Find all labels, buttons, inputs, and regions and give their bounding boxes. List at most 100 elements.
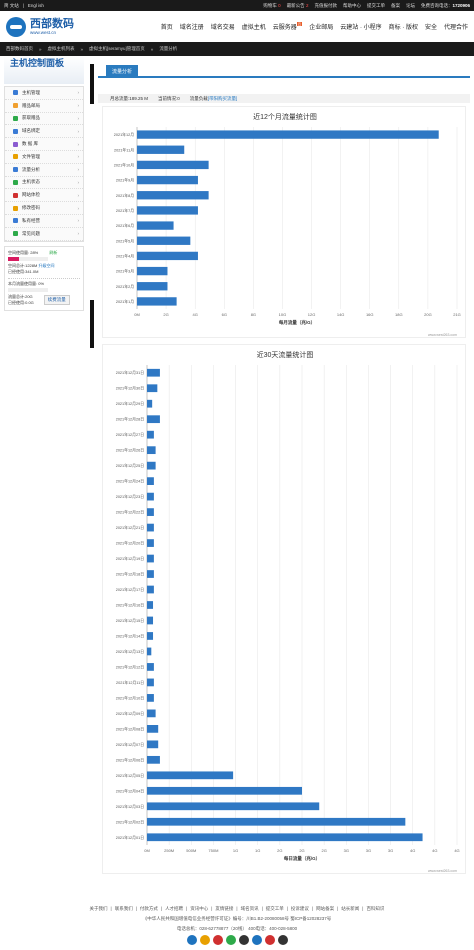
sidebar-item[interactable]: 常见问题 › (5, 228, 83, 241)
y-tick-label: 2021年10月 (114, 162, 134, 167)
x-tick-label: 18G (395, 312, 403, 317)
bar (137, 236, 191, 245)
menu-icon (13, 115, 18, 121)
nav-security[interactable]: 安全 (424, 25, 437, 31)
footer-link[interactable]: 域名资讯 (240, 906, 259, 911)
sidebar-item[interactable]: 主机管理 › (5, 87, 83, 100)
x-tick-label: 6G (222, 312, 227, 317)
refresh-link[interactable]: 刷新 (49, 249, 58, 255)
top-link-ticket[interactable]: 提交工单 (366, 2, 385, 8)
chevron-right-icon: › (77, 231, 80, 237)
tab-header: 流量分析 (98, 60, 470, 78)
sidebar-item[interactable]: 主机状态 › (5, 177, 83, 190)
crumb-current: 流量分析 (159, 46, 178, 51)
sidebar-item[interactable]: 文件管理 › (5, 151, 83, 164)
footer-license: 《中华人民共和国增值电信业务经营许可证》编号：川B1.B2-20080058号 … (142, 916, 332, 921)
nav-home[interactable]: 首页 (160, 25, 173, 31)
service-icon[interactable] (251, 935, 262, 945)
tab-traffic-analysis[interactable]: 流量分析 (106, 65, 139, 77)
y-tick-label: 2021年12月17日 (116, 587, 144, 592)
menu-icon (13, 192, 18, 198)
lang-cn-link[interactable]: 简 文站 (4, 2, 19, 8)
bar (147, 554, 154, 563)
bar (137, 297, 177, 306)
sidebar-item[interactable]: 私有经营 › (5, 215, 83, 228)
y-tick-label: 2021年12月23日 (116, 494, 144, 499)
service-icon[interactable] (277, 935, 288, 945)
bar (137, 206, 198, 215)
bar (137, 191, 209, 200)
service-icon[interactable] (238, 935, 249, 945)
bar (147, 539, 154, 547)
footer-link[interactable]: 联系我们 (114, 906, 133, 911)
chart-title: 近12个月流量统计图 (253, 112, 317, 121)
footer-link[interactable]: 关于我们 (89, 906, 108, 911)
service-icon[interactable] (212, 935, 223, 945)
sidebar-item[interactable]: 获取赠品 › (5, 113, 83, 126)
buy-traffic-link[interactable]: [带阳购买流量] (207, 95, 238, 101)
nav-domain-trade[interactable]: 域名交易 (210, 25, 235, 31)
service-icon[interactable] (264, 935, 275, 945)
sidebar-item[interactable]: 流量分析 › (5, 164, 83, 177)
footer-service-icons (0, 935, 474, 945)
y-tick-label: 2021年12月11日 (116, 680, 144, 685)
service-icon[interactable] (186, 935, 197, 945)
sidebar-item[interactable]: 赠品邮局 › (5, 100, 83, 113)
y-tick-label: 2021年12月19日 (116, 556, 144, 561)
y-tick-label: 2021年12月07日 (116, 742, 144, 747)
footer-link[interactable]: 提交工单 (265, 906, 284, 911)
footer-link[interactable]: 人才招聘 (165, 906, 184, 911)
y-tick-label: 2021年4月 (116, 253, 134, 258)
nav-mail[interactable]: 企业邮局 (309, 25, 334, 31)
cart-link[interactable]: 购物车 0 (263, 2, 281, 8)
bar (137, 175, 198, 185)
footer-phone: 电话总机：028-62778877（20线） 400电话：400-028-580… (176, 926, 298, 931)
nav-agent[interactable]: 代理合作 (443, 25, 468, 31)
sidebar-toggle-lower[interactable] (90, 300, 94, 348)
y-tick-label: 2021年12月20日 (116, 541, 144, 546)
footer-link[interactable]: 投诉建议 (290, 906, 309, 911)
lang-en-link[interactable]: Engl ish (27, 3, 44, 8)
menu-icon (13, 167, 18, 173)
service-icon[interactable] (225, 935, 236, 945)
sidebar-item[interactable]: 域名绑定 › (5, 125, 83, 139)
bar (147, 616, 154, 625)
y-tick-label: 2021年12月21日 (116, 525, 144, 530)
footer-link[interactable]: 站长新闻 (341, 906, 360, 911)
crumb-host-list[interactable]: 虚拟主机列表 (47, 46, 75, 51)
y-tick-label: 2021年12月28日 (116, 417, 144, 422)
logo-icon[interactable] (6, 16, 26, 37)
footer-link[interactable]: 资讯中心 (190, 906, 209, 911)
nav-domain[interactable]: 域名注册 (179, 25, 204, 31)
upgrade-space-link[interactable]: 升级空间 (38, 262, 55, 268)
nav-hosting[interactable]: 虚拟主机 (241, 25, 266, 31)
sidebar-item[interactable]: 修改密码 › (5, 202, 83, 215)
nav-cloud[interactable]: 云服务器云 (272, 22, 303, 31)
sidebar-toggle[interactable] (90, 64, 94, 104)
nav-site[interactable]: 云建站 · 小程序 (340, 25, 382, 31)
top-link-help[interactable]: 帮助中心 (342, 2, 361, 8)
y-tick-label: 2021年5月 (116, 238, 134, 243)
top-link-forum[interactable]: 论坛 (405, 2, 415, 8)
top-link-pay[interactable]: 充值报付款 (314, 2, 337, 8)
y-tick-label: 2021年12月15日 (116, 618, 144, 623)
bar (147, 415, 160, 424)
notice-link[interactable]: 最新公告 2 (286, 2, 309, 8)
crumb-host-manage[interactable]: 虚拟主机[seramyu]管理首页 (89, 46, 145, 51)
x-tick-label: 10G (279, 312, 287, 317)
footer-link[interactable]: 百科知识 (366, 906, 385, 911)
logo[interactable]: 西部数码 www.west.cn (30, 18, 74, 35)
footer-link[interactable]: 付款方式 (139, 906, 158, 911)
sidebar-item[interactable]: 数 据 库 › (5, 138, 83, 151)
footer-link[interactable]: 友情链接 (215, 906, 234, 911)
menu-icon (13, 141, 18, 147)
top-link-beian[interactable]: 备案 (390, 2, 400, 8)
buy-traffic-button[interactable]: 续费流量 (43, 294, 70, 306)
footer-link[interactable]: 网站备案 (316, 906, 335, 911)
sidebar-item[interactable]: 网站体检 › (5, 189, 83, 203)
nav-trademark[interactable]: 商标 · 版权 (388, 25, 418, 31)
hotline: 免费咨询电话：1720906 (420, 2, 470, 8)
crumb-home[interactable]: 西部数码首页 (6, 46, 33, 51)
y-tick-label: 2021年12月22日 (116, 510, 144, 515)
service-icon[interactable] (199, 935, 210, 945)
